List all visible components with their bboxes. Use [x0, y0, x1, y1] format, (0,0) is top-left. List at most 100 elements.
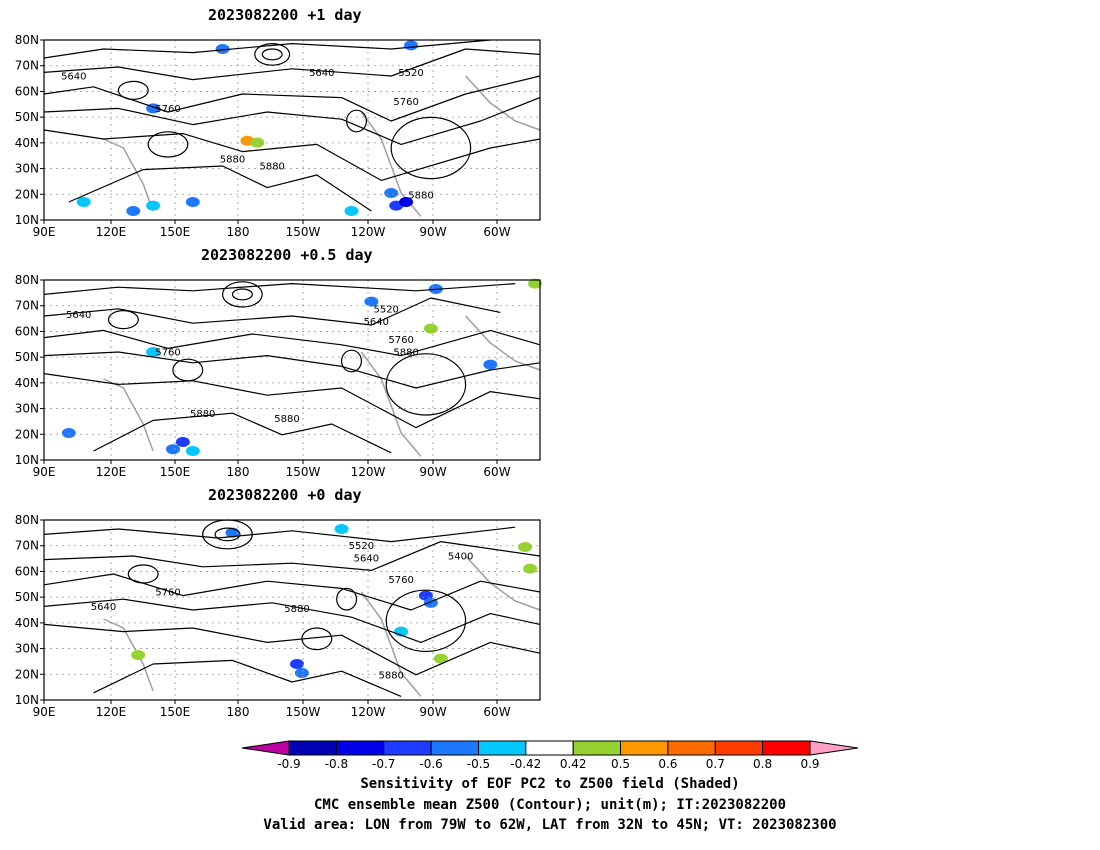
contour-label: 5640 [364, 317, 389, 328]
sensitivity-patch [384, 188, 399, 198]
contour-label: 5880 [378, 670, 403, 681]
sensitivity-patch [146, 200, 161, 211]
colorbar-segment [525, 740, 574, 756]
sensitivity-patch [294, 668, 309, 678]
colorbar-segment [430, 740, 480, 756]
z500-contour [68, 165, 372, 212]
sensitivity-patch [76, 197, 91, 207]
y-tick-label: 20N [15, 667, 39, 681]
y-tick-label: 60N [15, 324, 39, 338]
sensitivity-patch [166, 444, 180, 455]
sensitivity-patch [290, 659, 304, 669]
sensitivity-patch [61, 428, 76, 438]
z500-contour [43, 623, 541, 676]
x-tick-label: 60W [483, 465, 510, 479]
contour-label: 5400 [448, 552, 473, 563]
x-tick-label: 150W [286, 465, 321, 479]
x-tick-label: 90W [419, 225, 446, 239]
sensitivity-patch [518, 542, 533, 552]
sensitivity-patch [344, 206, 359, 216]
z500-closed-contour [385, 353, 467, 416]
contour-label: 5760 [388, 575, 413, 586]
colorbar-segment [383, 740, 432, 756]
coastline [103, 138, 154, 212]
y-tick-label: 40N [15, 136, 39, 150]
y-tick-label: 50N [15, 590, 39, 604]
z500-closed-contour [127, 564, 159, 584]
contour-label: 5880 [274, 414, 299, 425]
y-tick-label: 60N [15, 564, 39, 578]
z500-closed-contour [172, 358, 204, 382]
colorbar-label: -0.7 [372, 757, 395, 771]
y-tick-label: 70N [15, 299, 39, 313]
y-tick-label: 10N [15, 213, 39, 227]
colorbar-label: -0.5 [467, 757, 490, 771]
sensitivity-patch [126, 206, 141, 216]
contour-label: 5880 [190, 409, 215, 420]
x-tick-label: 60W [483, 705, 510, 719]
sensitivity-patch [334, 524, 349, 534]
z500-contour [43, 598, 541, 643]
colorbar-segment [667, 740, 716, 756]
contour-label: 5760 [393, 97, 418, 108]
contour-label: 5880 [393, 348, 418, 359]
y-tick-label: 50N [15, 350, 39, 364]
x-tick-label: 150W [286, 705, 321, 719]
colorbar-label: 0.9 [800, 757, 819, 771]
y-tick-label: 30N [15, 162, 39, 176]
colorbar-label: -0.9 [277, 757, 300, 771]
z500-contour [43, 526, 516, 543]
z500-contour [43, 573, 541, 611]
z500-closed-contour [301, 627, 333, 651]
colorbar-segment [620, 740, 669, 756]
y-tick-label: 20N [15, 187, 39, 201]
map-frame [43, 39, 541, 221]
z500-contour [93, 412, 392, 454]
colorbar-label: -0.6 [419, 757, 442, 771]
coastline [360, 591, 422, 697]
z500-closed-contour [147, 131, 189, 158]
contour-label: 5760 [388, 335, 413, 346]
panel-title-1: 2023082200 +1 day [208, 6, 362, 24]
sensitivity-patch [423, 323, 438, 334]
y-tick-label: 10N [15, 693, 39, 707]
y-tick-label: 20N [15, 427, 39, 441]
y-tick-label: 30N [15, 642, 39, 656]
panel-title-2: 2023082200 +0.5 day [201, 246, 373, 264]
map-panel-2: 5640 5520 5640 5760 5760 5880 5880 5880 10N 20N 30… [15, 273, 542, 479]
contour-label: 5640 [66, 310, 91, 321]
z500-closed-contour [214, 527, 241, 542]
y-tick-label: 70N [15, 59, 39, 73]
colorbar-segment [335, 740, 385, 756]
contour-label: 5640 [61, 72, 86, 83]
coastline [103, 618, 154, 692]
contour-label: 5760 [155, 104, 180, 115]
z500-contour [43, 541, 541, 571]
colorbar-label: -0.42 [510, 757, 541, 771]
z500-closed-contour [336, 587, 358, 611]
panel-title-3: 2023082200 +0 day [208, 486, 362, 504]
y-tick-label: 40N [15, 376, 39, 390]
sensitivity-patch [131, 650, 146, 660]
x-tick-label: 150E [160, 225, 191, 239]
contour-label: 5520 [398, 68, 423, 79]
colorbar-label: 0.42 [560, 757, 587, 771]
sensitivity-patch [185, 197, 200, 207]
contour-label: 5520 [373, 304, 398, 315]
sensitivity-patch [175, 437, 190, 447]
colorbar-segment [572, 740, 622, 756]
x-tick-label: 150E [160, 705, 191, 719]
z500-contour [43, 129, 541, 181]
z500-closed-contour [117, 80, 149, 101]
z500-contour [43, 373, 541, 429]
map-area [44, 40, 540, 220]
x-tick-label: 90E [33, 705, 56, 719]
x-tick-label: 90W [419, 705, 446, 719]
z500-closed-contour [261, 48, 283, 61]
caption-line-1: Sensitivity of EOF PC2 to Z500 field (Sh… [360, 776, 740, 792]
colorbar-label: 0.6 [658, 757, 677, 771]
z500-closed-contour [385, 589, 467, 653]
x-tick-label: 180 [227, 465, 250, 479]
coastline [465, 555, 541, 611]
